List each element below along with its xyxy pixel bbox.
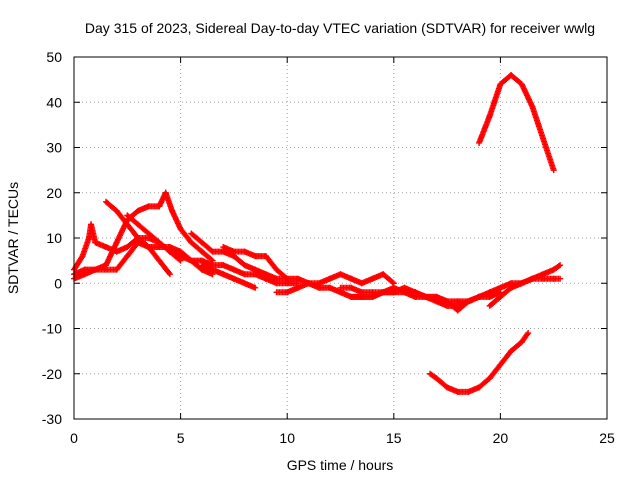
x-tick-label: 15 xyxy=(386,430,402,446)
y-tick-label: -10 xyxy=(42,321,62,337)
axis-ticks: 0 5 10 15 20 25 -30 -20 -10 0 10 20 30 40 50 xyxy=(42,49,615,446)
data-point xyxy=(165,269,172,276)
y-tick-label: 10 xyxy=(46,230,62,246)
plot-frame xyxy=(73,56,608,420)
data-point xyxy=(389,279,396,286)
y-tick-label: 0 xyxy=(54,275,62,291)
y-tick-label: 30 xyxy=(46,140,62,156)
data-point xyxy=(252,284,259,291)
data-point xyxy=(144,243,151,250)
y-tick-label: 40 xyxy=(46,94,62,110)
series-track-l xyxy=(348,284,483,314)
series-track-h xyxy=(198,262,259,291)
data-point xyxy=(525,330,532,337)
y-tick-label: -20 xyxy=(42,366,62,382)
x-tick-label: 5 xyxy=(177,430,185,446)
data-point xyxy=(283,274,290,281)
series-track-g xyxy=(220,244,291,282)
y-tick-label: 20 xyxy=(46,185,62,201)
data-point xyxy=(166,271,173,278)
y-tick-label: -30 xyxy=(42,411,62,427)
data-point xyxy=(524,331,531,338)
data-point xyxy=(476,293,483,300)
series-track-m xyxy=(486,262,564,309)
x-tick-label: 0 xyxy=(70,430,78,446)
y-axis-label: SDTVAR / TECUs xyxy=(5,182,21,294)
series-track-n xyxy=(476,72,557,174)
data-point xyxy=(557,275,564,282)
x-tick-label: 10 xyxy=(279,430,295,446)
x-tick-label: 25 xyxy=(599,430,615,446)
series-track-o xyxy=(427,330,532,395)
x-axis-label: GPS time / hours xyxy=(287,457,394,473)
data-point xyxy=(557,262,564,269)
data-point xyxy=(550,167,557,174)
data-point xyxy=(208,247,215,254)
chart-title: Day 315 of 2023, Sidereal Day-to-day VTE… xyxy=(85,20,595,36)
series-track-i xyxy=(273,271,397,296)
x-tick-label: 20 xyxy=(493,430,509,446)
series-track-b xyxy=(71,189,216,278)
data-series xyxy=(71,72,564,395)
y-tick-label: 50 xyxy=(46,49,62,65)
data-point xyxy=(555,263,562,270)
